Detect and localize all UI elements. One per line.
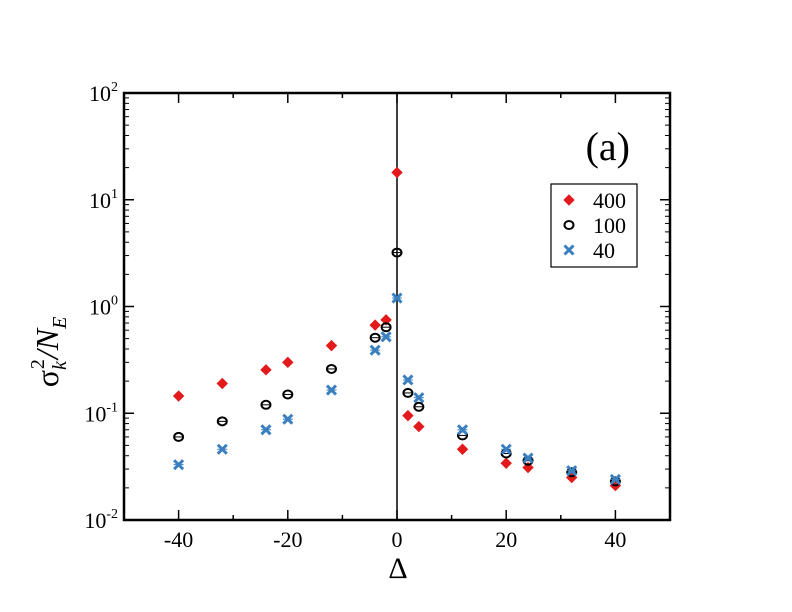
point-series-400 <box>402 409 414 422</box>
point-series-100 <box>173 431 185 442</box>
legend-label-100: 100 <box>593 213 626 238</box>
point-series-100 <box>413 401 425 412</box>
y-tick-label: 10-2 <box>84 507 118 533</box>
y-tick-label: 102 <box>89 80 118 106</box>
point-series-100 <box>282 389 294 400</box>
point-series-400 <box>260 364 272 376</box>
y-tick-label: 101 <box>89 187 118 213</box>
point-series-100 <box>391 247 403 258</box>
point-series-100 <box>325 363 337 374</box>
point-series-40 <box>456 424 469 436</box>
point-series-40 <box>325 384 338 396</box>
plot-frame <box>122 91 672 522</box>
legend-marker-100 <box>563 220 575 230</box>
point-series-40 <box>522 452 534 464</box>
x-tick-label: 20 <box>495 527 517 552</box>
legend-marker-400 <box>563 194 575 206</box>
point-series-40 <box>413 392 425 404</box>
y-label-sigma: σ <box>29 370 65 387</box>
y-tick-exponent: -2 <box>106 507 118 522</box>
point-series-100 <box>369 332 381 343</box>
y-tick-exponent: 2 <box>111 80 118 95</box>
point-series-400 <box>216 377 228 390</box>
y-tick-exponent: 1 <box>111 187 118 202</box>
point-series-100 <box>402 387 414 398</box>
y-tick-base: 10 <box>89 295 111 320</box>
point-series-40 <box>380 331 392 343</box>
data-points <box>172 166 622 492</box>
x-axis-label: Δ <box>388 552 407 585</box>
y-tick-label: 10-1 <box>84 400 118 426</box>
point-series-100 <box>380 322 392 333</box>
y-tick-base: 10 <box>84 508 106 533</box>
point-series-100 <box>216 416 228 427</box>
point-series-40 <box>260 424 272 436</box>
point-series-400 <box>325 339 338 352</box>
y-label-sub-k: k <box>49 360 71 370</box>
point-series-100 <box>260 399 272 410</box>
point-series-40 <box>173 459 185 471</box>
legend-marker-40 <box>563 244 575 256</box>
y-axis-label: σk2/NE <box>27 317 71 388</box>
y-tick-exponent: 0 <box>111 294 118 309</box>
point-series-400 <box>172 390 185 402</box>
y-tick-exponent: -1 <box>106 400 118 415</box>
point-series-400 <box>456 443 469 455</box>
legend-label-40: 40 <box>593 238 615 263</box>
x-tick-label: 0 <box>392 527 403 552</box>
point-series-400 <box>282 356 294 369</box>
y-tick-label: 100 <box>89 294 118 320</box>
point-series-40 <box>609 473 621 485</box>
point-series-40 <box>282 413 294 425</box>
point-series-40 <box>369 344 381 356</box>
point-series-400 <box>369 319 381 331</box>
point-series-40 <box>391 292 403 304</box>
point-series-100 <box>566 467 578 478</box>
point-series-400 <box>413 420 425 433</box>
x-tick-label: 40 <box>604 527 626 552</box>
panel-label: (a) <box>586 124 630 169</box>
point-series-40 <box>500 443 512 455</box>
x-tick-label: -20 <box>273 527 302 552</box>
x-tick-labels: -40 -20 0 20 40 <box>164 527 626 552</box>
legend-label-400: 400 <box>593 188 626 213</box>
y-tick-base: 10 <box>84 401 106 426</box>
point-series-400 <box>391 166 403 179</box>
point-series-400 <box>380 314 392 326</box>
point-series-40 <box>566 465 578 477</box>
point-series-400 <box>500 457 512 469</box>
x-tick-label: -40 <box>164 527 193 552</box>
y-tick-base: 10 <box>89 81 111 106</box>
y-label-sup: 2 <box>27 359 49 369</box>
point-series-40 <box>216 443 228 455</box>
y-tick-base: 10 <box>89 188 111 213</box>
y-label-sub-e: E <box>49 317 71 330</box>
y-label-slash-n: /N <box>29 327 65 361</box>
point-series-40 <box>402 374 414 386</box>
